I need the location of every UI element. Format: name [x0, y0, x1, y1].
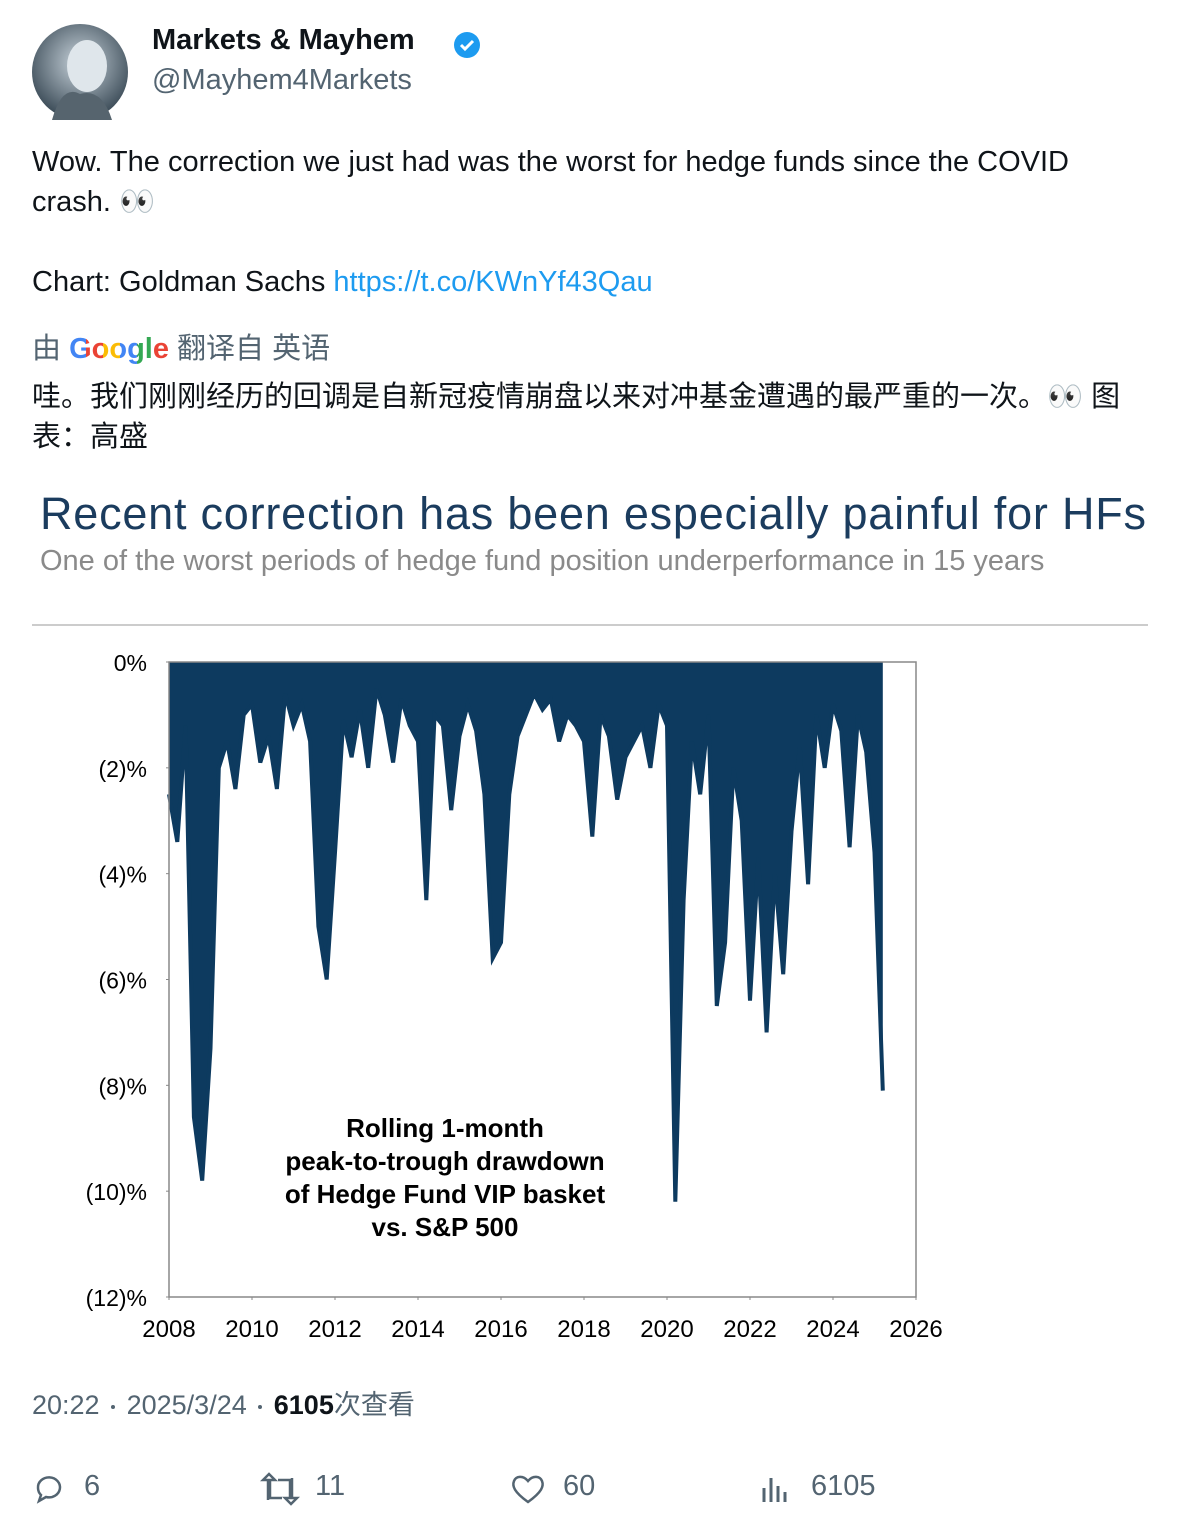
- chart-title: Recent correction has been especially pa…: [40, 488, 1146, 539]
- y-tick-label: (12)%: [86, 1285, 147, 1311]
- tweet-source-line: Chart: Goldman Sachs https://t.co/KWnYf4…: [32, 262, 653, 302]
- avatar[interactable]: [32, 24, 128, 120]
- repost-count[interactable]: 11: [315, 1470, 346, 1502]
- y-tick-label: (10)%: [86, 1179, 147, 1205]
- y-tick-label: (2)%: [98, 756, 147, 782]
- chart: Recent correction has been especially pa…: [32, 488, 1148, 1343]
- x-tick-label: 2020: [640, 1316, 693, 1343]
- y-tick-label: (6)%: [98, 968, 147, 994]
- translation-credit: 由 Google 翻译自 英语: [32, 329, 330, 369]
- annotation: peak-to-trough drawdown: [285, 1146, 604, 1176]
- x-tick-label: 2008: [142, 1316, 195, 1343]
- x-tick-label: 2022: [723, 1316, 776, 1343]
- verified-badge: [454, 32, 480, 58]
- translation-from: 翻译自 英语: [177, 333, 331, 365]
- y-tick-label: 0%: [114, 650, 147, 676]
- annotation: Rolling 1-month: [346, 1113, 544, 1143]
- translated-text: 哇。我们刚刚经历的回调是自新冠疫情崩盘以来对冲基金遭遇的最严重的一次。👀 图表：…: [32, 381, 1121, 453]
- reply-count[interactable]: 6: [84, 1470, 101, 1502]
- view-suffix: 次查看: [333, 1390, 415, 1420]
- x-tick-label: 2024: [806, 1316, 859, 1343]
- views-icon[interactable]: [760, 1472, 794, 1506]
- repost-icon[interactable]: [260, 1472, 300, 1506]
- reply-icon[interactable]: [32, 1472, 66, 1506]
- drawdown-area-fill: [169, 662, 883, 1202]
- y-tick-label: (8)%: [98, 1073, 147, 1099]
- tweet-link[interactable]: https://t.co/KWnYf43Qau: [333, 266, 653, 298]
- google-brand: Google: [69, 333, 169, 365]
- time: 20:22: [32, 1390, 100, 1420]
- author-handle[interactable]: @Mayhem4Markets: [152, 64, 412, 96]
- x-tick-label: 2026: [889, 1316, 942, 1343]
- tweet-source: Chart: Goldman Sachs: [32, 266, 326, 298]
- timestamp: 20:22 2025/3/24 6105次查看: [32, 1383, 415, 1422]
- views-count[interactable]: 6105: [811, 1470, 876, 1502]
- like-count[interactable]: 60: [563, 1470, 596, 1502]
- date: 2025/3/24: [126, 1390, 247, 1420]
- x-tick-label: 2018: [557, 1316, 610, 1343]
- x-tick-label: 2010: [225, 1316, 278, 1343]
- annotation: of Hedge Fund VIP basket: [285, 1179, 606, 1209]
- x-tick-label: 2016: [474, 1316, 527, 1343]
- view-count: 6105: [273, 1390, 334, 1420]
- author-name[interactable]: Markets & Mayhem: [152, 24, 415, 56]
- x-tick-label: 2012: [308, 1316, 361, 1343]
- annotation: vs. S&P 500: [372, 1212, 519, 1242]
- chart-subtitle: One of the worst periods of hedge fund p…: [40, 545, 1044, 577]
- tweet-text: Wow. The correction we just had was the …: [32, 146, 1069, 218]
- y-tick-label: (4)%: [98, 862, 147, 888]
- drawdown-area: [167, 687, 885, 1202]
- x-tick-label: 2014: [391, 1316, 444, 1343]
- like-icon[interactable]: [510, 1472, 546, 1506]
- translation-by: 由: [32, 333, 62, 365]
